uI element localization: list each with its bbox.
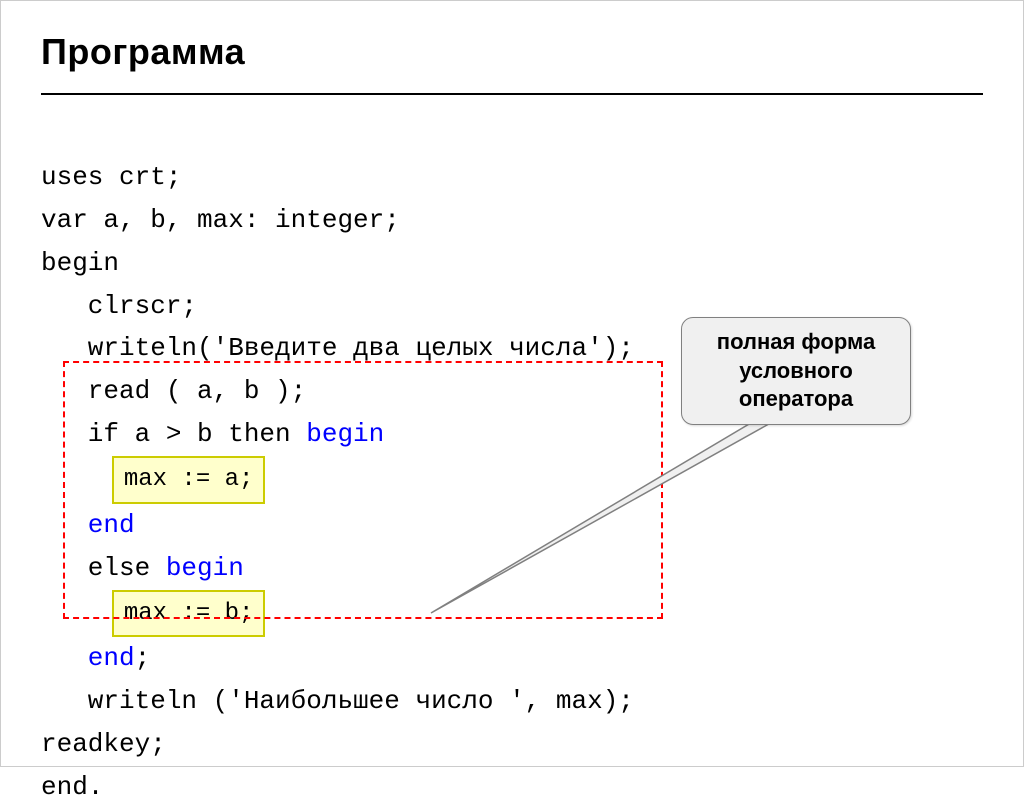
callout-line: оператора: [700, 385, 892, 414]
callout-box: полная форма условного оператора: [681, 317, 911, 425]
code-line: end.: [41, 772, 103, 802]
callout-line: условного: [700, 357, 892, 386]
callout-line: полная форма: [700, 328, 892, 357]
